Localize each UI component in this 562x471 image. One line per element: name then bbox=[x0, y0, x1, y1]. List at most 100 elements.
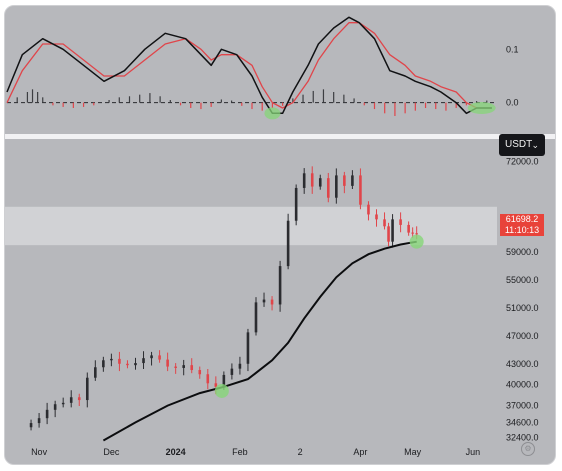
candle-body bbox=[246, 332, 250, 364]
histogram-bar bbox=[312, 90, 314, 103]
panel-divider[interactable] bbox=[5, 134, 555, 139]
candle-body bbox=[343, 175, 346, 186]
time-tick-label: Apr bbox=[353, 447, 367, 457]
histogram-bar bbox=[445, 102, 447, 111]
candle-body bbox=[198, 370, 202, 375]
candle-body bbox=[61, 402, 65, 405]
candle-body bbox=[387, 226, 390, 242]
support-touch-highlight bbox=[409, 234, 424, 249]
time-tick-label: Jun bbox=[466, 447, 481, 457]
histogram-bar bbox=[302, 94, 304, 103]
histogram-bar bbox=[82, 102, 85, 107]
candle-body bbox=[102, 360, 105, 368]
candle-body bbox=[94, 367, 97, 378]
currency-label: USDT bbox=[505, 139, 533, 150]
candle-body bbox=[359, 175, 362, 205]
histogram-bar bbox=[31, 89, 34, 103]
candle-body bbox=[77, 397, 81, 401]
candle-body bbox=[222, 374, 226, 387]
histogram-bar bbox=[404, 102, 406, 114]
histogram-bar bbox=[128, 96, 131, 103]
histogram-bar bbox=[93, 102, 95, 106]
time-tick-label: Feb bbox=[232, 447, 248, 457]
chart-frame: 0.10.0 72000.064000.059000.055000.051000… bbox=[4, 5, 556, 465]
candle-body bbox=[254, 302, 258, 333]
price-tick-label: 59000.0 bbox=[506, 247, 539, 257]
time-tick-label: May bbox=[404, 447, 422, 457]
histogram-bar bbox=[16, 97, 18, 103]
histogram-bar bbox=[118, 97, 120, 103]
candle-body bbox=[335, 175, 338, 198]
candle-body bbox=[238, 363, 242, 369]
price-tick-label: 51000.0 bbox=[506, 303, 539, 313]
histogram-bar bbox=[271, 102, 274, 108]
candle-body bbox=[302, 173, 306, 188]
support-touch-highlight bbox=[214, 383, 229, 398]
time-tick-label: Nov bbox=[31, 447, 48, 457]
histogram-bar bbox=[230, 100, 233, 103]
histogram-bar bbox=[363, 102, 365, 106]
candle-body bbox=[182, 365, 185, 368]
crossover-highlight bbox=[467, 102, 496, 114]
histogram-bar bbox=[343, 94, 345, 103]
candle-body bbox=[37, 418, 41, 424]
osc-tick-label: 0.1 bbox=[506, 44, 519, 54]
candle-body bbox=[230, 368, 234, 375]
histogram-bar bbox=[251, 102, 253, 110]
time-tick-label: 2 bbox=[298, 447, 303, 457]
candle-body bbox=[294, 187, 298, 221]
price-panel: 72000.064000.059000.055000.051000.047000… bbox=[5, 156, 539, 457]
histogram-bar bbox=[322, 89, 325, 103]
candle-body bbox=[286, 220, 290, 267]
histogram-bar bbox=[241, 102, 243, 106]
histogram-bar bbox=[26, 92, 29, 103]
candle-body bbox=[110, 358, 113, 361]
candle-body bbox=[134, 363, 137, 366]
candle-body bbox=[318, 178, 322, 187]
histogram-bar bbox=[292, 98, 294, 103]
candle-body bbox=[126, 363, 129, 366]
histogram-bar bbox=[394, 102, 396, 116]
histogram-bar bbox=[139, 94, 141, 103]
chevron-down-icon: ⌄ bbox=[531, 140, 539, 150]
candle-body bbox=[174, 366, 177, 368]
candle-body bbox=[206, 374, 210, 384]
histogram-bar bbox=[384, 102, 386, 114]
moving-average-line bbox=[102, 240, 417, 442]
histogram-bar bbox=[220, 99, 222, 103]
time-tick-label: Dec bbox=[103, 447, 120, 457]
candle-body bbox=[166, 359, 169, 367]
candle-body bbox=[53, 404, 57, 410]
candle-body bbox=[399, 219, 402, 225]
candle-body bbox=[351, 175, 354, 186]
currency-selector[interactable]: USDT ⌄ bbox=[499, 134, 545, 156]
price-tick-label: 32400.0 bbox=[506, 433, 539, 443]
histogram-bar bbox=[190, 102, 192, 108]
price-tick-label: 40000.0 bbox=[506, 380, 539, 390]
histogram-bar bbox=[435, 102, 437, 110]
histogram-bar bbox=[486, 100, 488, 103]
price-tick-label: 55000.0 bbox=[506, 275, 539, 285]
histogram-bar bbox=[465, 102, 467, 106]
histogram-bar bbox=[72, 102, 74, 108]
price-tick-label: 43000.0 bbox=[506, 359, 539, 369]
histogram-bar bbox=[455, 102, 457, 108]
candle-body bbox=[383, 219, 386, 227]
settings-icon[interactable]: ⚙ bbox=[521, 442, 535, 456]
histogram-bar bbox=[210, 102, 212, 107]
histogram-bar bbox=[62, 102, 64, 107]
histogram-bar bbox=[169, 100, 171, 103]
histogram-bar bbox=[424, 102, 427, 108]
candle-body bbox=[142, 358, 145, 364]
candle-body bbox=[85, 377, 89, 401]
candle-body bbox=[214, 383, 218, 387]
crossover-highlight bbox=[264, 107, 281, 120]
candle-body bbox=[45, 409, 49, 419]
candle-body bbox=[150, 355, 153, 359]
histogram-bar bbox=[353, 98, 355, 103]
price-tick-label: 72000.0 bbox=[506, 156, 539, 166]
histogram-bar bbox=[108, 100, 110, 103]
candle-body bbox=[415, 233, 418, 235]
histogram-bar bbox=[282, 102, 284, 106]
histogram-bar bbox=[52, 102, 54, 106]
